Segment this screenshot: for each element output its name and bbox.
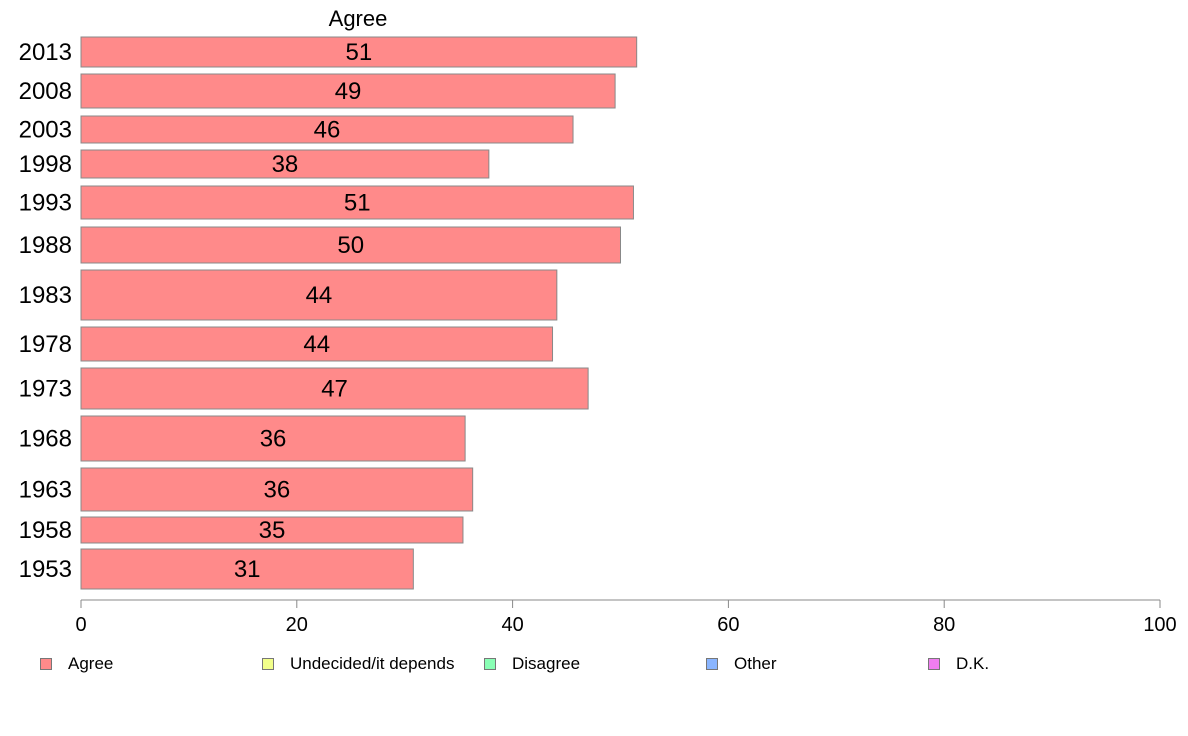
category-label-2008: 2008 [19, 78, 72, 105]
bar-value-label-1983: 44 [306, 282, 333, 309]
bar-value-label-2003: 46 [314, 117, 341, 144]
category-label-1968: 1968 [19, 426, 72, 453]
legend-item-undecided-it-depends: Undecided/it depends [262, 652, 454, 676]
legend-label-d-k: D.K. [956, 654, 990, 673]
bar-value-label-2013: 51 [345, 39, 372, 66]
bar-1998 [80, 149, 490, 179]
x-tick-label-80: 80 [933, 614, 955, 636]
category-label-1978: 1978 [19, 331, 72, 358]
category-label-1963: 1963 [19, 477, 72, 504]
legend-swatch-d-k [928, 658, 940, 670]
bars-group: 51 2013 49 2008 46 2003 38 1998 51 1993 50 1988 44 19… [19, 36, 638, 590]
bar-1958 [80, 516, 464, 544]
bar-2003 [80, 115, 574, 144]
bar-value-label-1963: 36 [263, 477, 290, 504]
bar-1993 [80, 185, 634, 220]
bar-value-label-2008: 49 [335, 78, 362, 105]
legend-item-agree: Agree [40, 652, 113, 676]
bar-1968 [80, 415, 466, 462]
bar-1963 [80, 467, 474, 512]
bar-value-label-1953: 31 [234, 556, 261, 583]
x-tick-label-100: 100 [1143, 614, 1176, 636]
legend-swatch-agree [40, 658, 52, 670]
bar-value-label-1978: 44 [303, 331, 330, 358]
bar-1988 [80, 226, 621, 264]
legend-swatch-undecided-it-depends [262, 658, 274, 670]
category-label-1993: 1993 [19, 190, 72, 217]
legend-item-other: Other [706, 652, 777, 676]
legend-label-other: Other [734, 654, 777, 673]
category-label-1973: 1973 [19, 376, 72, 403]
x-axis: 0 20 40 60 80 100 [75, 599, 1177, 636]
bar-2008 [80, 73, 616, 109]
x-tick-label-60: 60 [717, 614, 739, 636]
legend-item-disagree: Disagree [484, 652, 580, 676]
bar-value-label-1958: 35 [259, 517, 286, 544]
legend-item-d-k: D.K. [928, 652, 989, 676]
category-label-2013: 2013 [19, 39, 72, 66]
legend-label-disagree: Disagree [512, 654, 581, 673]
bar-value-label-1973: 47 [321, 376, 348, 403]
legend-label-undecided-it-depends: Undecided/it depends [290, 654, 455, 673]
legend-swatch-other [706, 658, 718, 670]
x-tick-label-20: 20 [286, 614, 308, 636]
category-label-1983: 1983 [19, 282, 72, 309]
category-label-1998: 1998 [19, 151, 72, 178]
bar-value-label-1968: 36 [260, 426, 287, 453]
bar-chart: Agree 51 2013 49 2008 46 2003 38 1998 51 1993 50 19… [19, 6, 1177, 636]
legend-label-agree: Agree [68, 654, 114, 673]
x-tick-label-0: 0 [75, 614, 86, 636]
bar-1983 [80, 269, 558, 321]
bar-2013 [80, 36, 638, 68]
category-label-1953: 1953 [19, 556, 72, 583]
bar-1978 [80, 326, 554, 362]
bar-value-label-1998: 38 [272, 151, 299, 178]
bar-1973 [80, 367, 589, 410]
bar-1953 [80, 548, 414, 590]
category-label-1958: 1958 [19, 517, 72, 544]
bar-value-label-1993: 51 [344, 190, 371, 217]
legend: Agree Undecided/it depends Disagree Other D.… [0, 652, 1188, 676]
category-label-1988: 1988 [19, 232, 72, 259]
chart-title: Agree [329, 6, 388, 31]
x-tick-label-40: 40 [501, 614, 523, 636]
bar-value-label-1988: 50 [337, 232, 364, 259]
legend-swatch-disagree [484, 658, 496, 670]
category-label-2003: 2003 [19, 117, 72, 144]
